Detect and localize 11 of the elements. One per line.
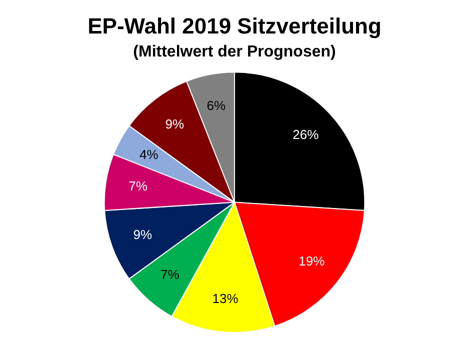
- data-label: 9%: [133, 226, 152, 242]
- data-label: 13%: [212, 291, 239, 306]
- data-label: 26%: [292, 127, 320, 142]
- data-label: 7%: [160, 267, 180, 282]
- data-label: 6%: [206, 98, 226, 113]
- data-label: 19%: [298, 254, 326, 269]
- chart-title: EP-Wahl 2019 Sitzverteilung: [88, 13, 382, 38]
- chart-subtitle: (Mittelwert der Prognosen): [133, 43, 336, 60]
- data-label: 9%: [165, 116, 184, 132]
- data-label: 7%: [128, 178, 148, 194]
- data-label: 4%: [140, 146, 159, 162]
